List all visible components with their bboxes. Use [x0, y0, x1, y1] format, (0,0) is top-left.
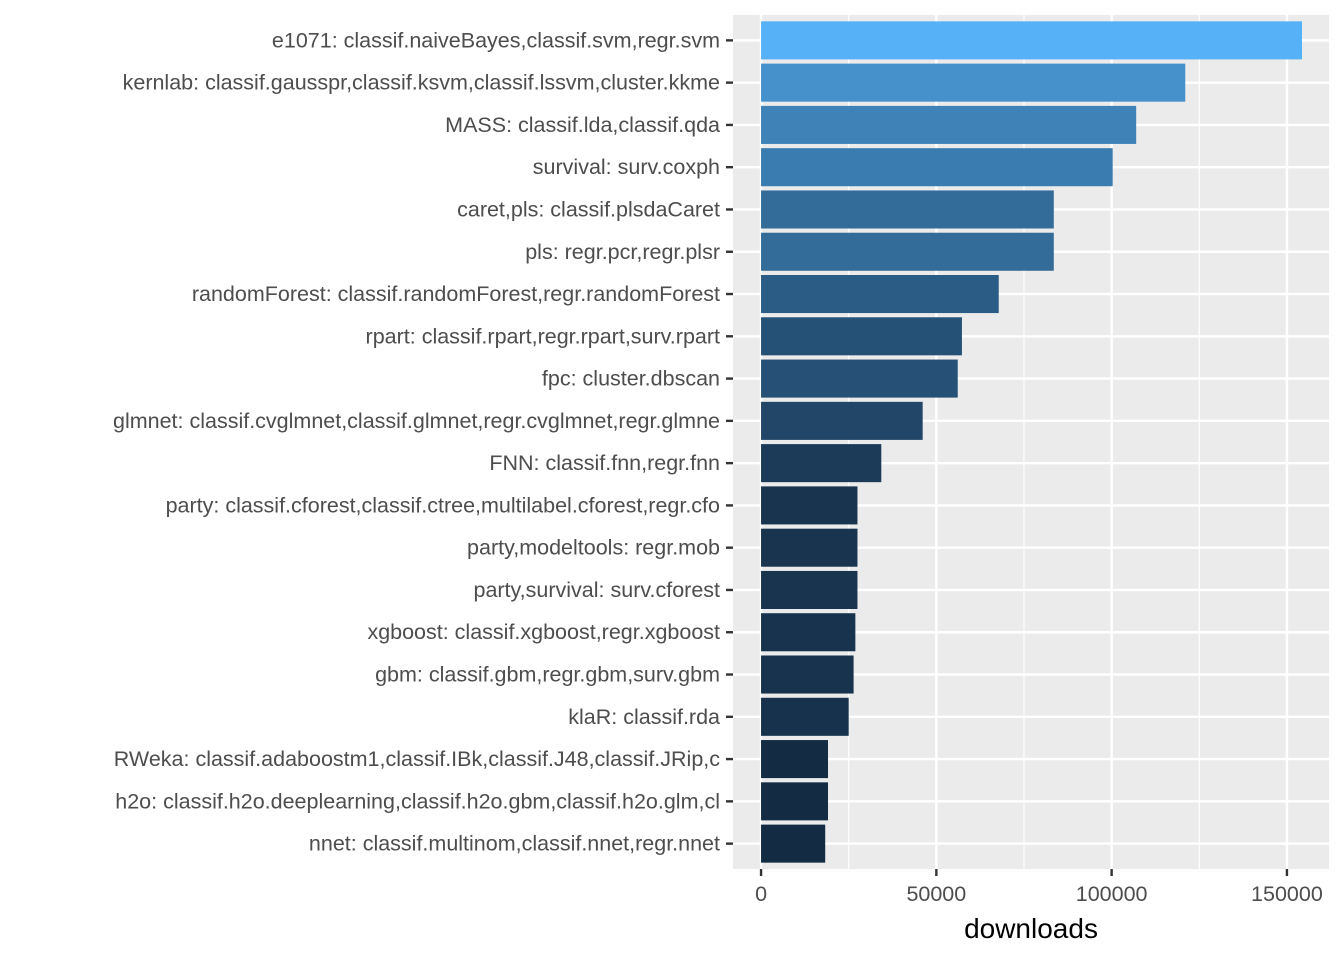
bar: [761, 570, 858, 609]
y-tick-label: pls: regr.pcr,regr.plsr: [525, 240, 720, 264]
bar: [761, 824, 826, 863]
y-axis: e1071: classif.naiveBayes,classif.svm,re…: [113, 28, 733, 856]
y-tick-label: party: classif.cforest,classif.ctree,mul…: [166, 493, 720, 517]
y-tick-label: fpc: cluster.dbscan: [542, 367, 720, 391]
y-tick-label: caret,pls: classif.plsdaCaret: [457, 197, 720, 221]
bar: [761, 613, 856, 652]
bar: [761, 275, 999, 314]
bar: [761, 317, 962, 356]
y-tick-label: glmnet: classif.cvglmnet,classif.glmnet,…: [113, 409, 720, 433]
bar: [761, 190, 1054, 229]
y-tick-label: h2o: classif.h2o.deeplearning,classif.h2…: [115, 789, 720, 813]
y-tick-label: MASS: classif.lda,classif.qda: [445, 113, 720, 137]
y-tick-label: party,modeltools: regr.mob: [467, 536, 720, 560]
bar: [761, 782, 829, 821]
bar: [761, 359, 958, 398]
y-tick-label: RWeka: classif.adaboostm1,classif.IBk,cl…: [114, 747, 720, 771]
x-tick-label: 50000: [906, 882, 966, 906]
bar: [761, 528, 858, 567]
bar: [761, 105, 1137, 144]
y-tick-label: xgboost: classif.xgboost,regr.xgboost: [367, 620, 720, 644]
bar: [761, 63, 1186, 102]
y-tick-label: rpart: classif.rpart,regr.rpart,surv.rpa…: [366, 324, 720, 348]
bar: [761, 655, 854, 694]
bar: [761, 486, 858, 525]
y-tick-label: klaR: classif.rda: [568, 705, 720, 729]
y-tick-label: kernlab: classif.gausspr,classif.ksvm,cl…: [123, 71, 720, 95]
x-axis: 0 50000 100000 150000: [755, 869, 1323, 906]
x-tick-label: 150000: [1251, 882, 1323, 906]
bar: [761, 740, 829, 779]
bar: [761, 444, 882, 483]
bar: [761, 232, 1054, 271]
x-axis-title: downloads: [964, 913, 1098, 944]
y-tick-label: randomForest: classif.randomForest,regr.…: [192, 282, 720, 306]
y-tick-label: FNN: classif.fnn,regr.fnn: [489, 451, 720, 475]
x-tick-label: 100000: [1076, 882, 1148, 906]
bars: [761, 21, 1303, 863]
y-tick-label: survival: surv.coxph: [533, 155, 720, 179]
y-tick-label: gbm: classif.gbm,regr.gbm,surv.gbm: [375, 663, 720, 687]
bar: [761, 401, 923, 440]
bar: [761, 21, 1303, 60]
y-tick-label: nnet: classif.multinom,classif.nnet,regr…: [309, 832, 720, 856]
bar: [761, 148, 1113, 187]
y-tick-label: e1071: classif.naiveBayes,classif.svm,re…: [272, 28, 720, 52]
y-tick-label: party,survival: surv.cforest: [473, 578, 720, 602]
x-tick-label: 0: [755, 882, 767, 906]
bar: [761, 697, 849, 736]
